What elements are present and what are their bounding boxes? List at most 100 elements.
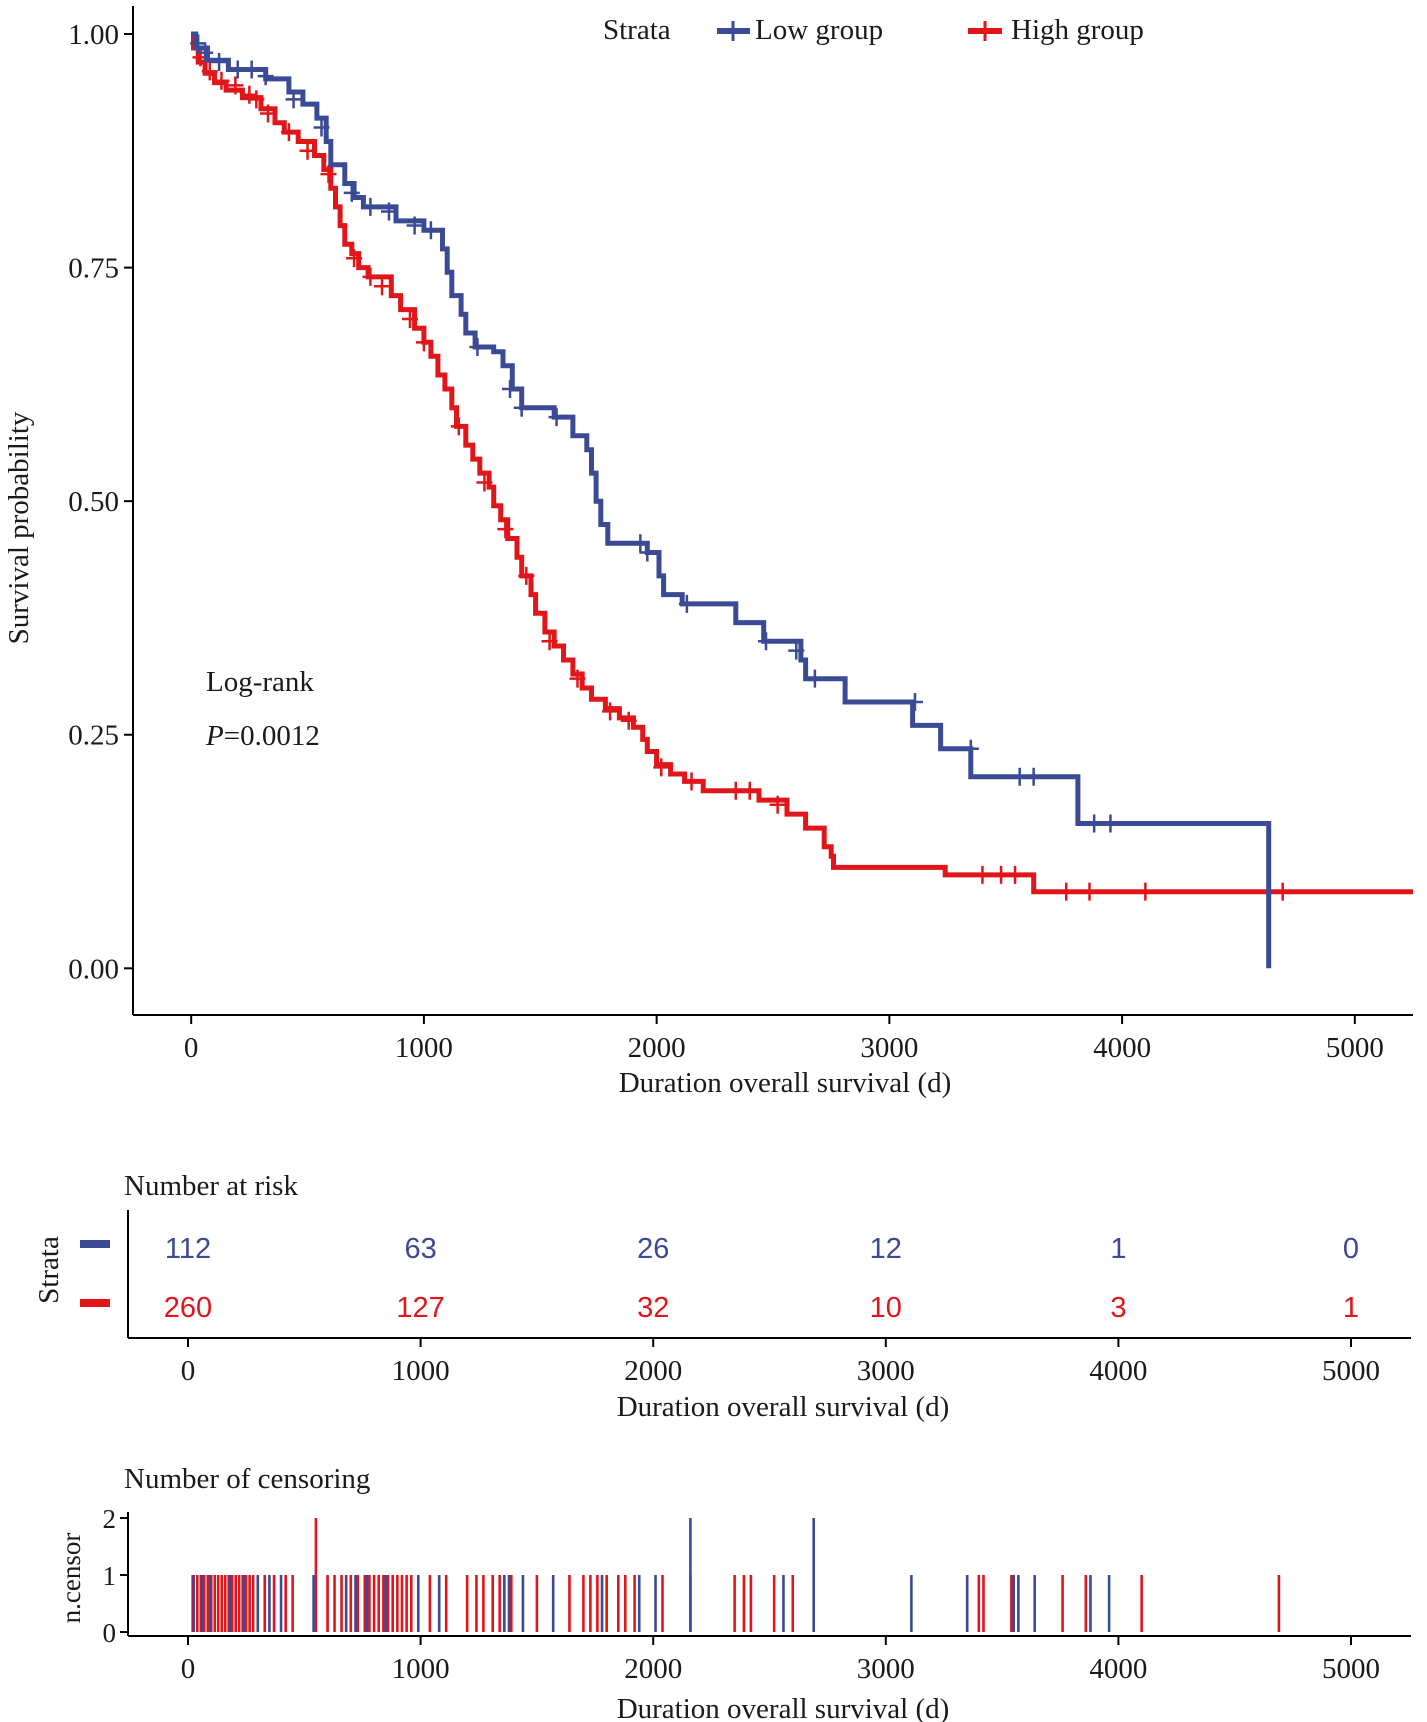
censor-mark-high [497,520,514,539]
censor-mark-low [678,594,695,613]
censor-mark-low [313,118,330,137]
censor-mark-high [201,62,218,81]
censor-mark-high [518,566,535,585]
risk-value-low: 0 [1343,1233,1359,1265]
legend-item-low: Low group [717,14,883,46]
censor-mark-high [227,76,244,95]
risk-value-high: 32 [637,1292,669,1324]
km-legend: Strata Low group High group [603,14,1144,46]
km-x-tick-label: 5000 [1326,1032,1384,1064]
censor-mark-high [683,772,700,791]
censor-mark-high [653,758,670,777]
km-curve-low [191,31,1272,969]
censoring-y-label: n.censor [56,1533,86,1624]
censoring-x-tick-label: 5000 [1322,1653,1380,1685]
censor-mark-high [1081,882,1098,901]
censoring-x-tick-label: 2000 [624,1653,682,1685]
censoring-x-axis-label: Duration overall survival (d) [617,1693,950,1722]
km-y-tick-label: 0.75 [68,253,119,285]
censoring-bars [191,1518,1281,1632]
km-y-tick-label: 0.00 [68,953,119,985]
legend-label-high: High group [1011,14,1144,46]
km-x-tick-label: 2000 [628,1032,686,1064]
risk-x-tick-label: 2000 [624,1355,682,1387]
p-value-text: P=0.0012 [205,720,320,752]
censor-mark-low [548,408,565,427]
censor-mark-high [1007,865,1024,884]
censor-mark-high [993,865,1010,884]
risk-value-high: 1 [1343,1292,1359,1324]
censor-mark-high [620,711,637,730]
risk-value-low: 12 [870,1233,902,1265]
km-x-tick-label: 0 [184,1032,199,1064]
censor-mark-low [788,641,805,660]
censor-mark-high [248,90,265,109]
censor-mark-low [806,669,823,688]
risk-table-y-label: Strata [33,1236,65,1304]
censor-mark-high [476,473,493,492]
risk-value-low: 1 [1110,1233,1126,1265]
km-axes [132,6,1413,1016]
p-letter: P [205,720,224,752]
censoring-y-ticks: 0 1 2 [103,1504,128,1648]
censor-mark-high [213,71,230,90]
censor-mark-low [285,90,302,109]
censor-mark-low [502,380,519,399]
censoring-x-tick-label: 0 [181,1653,196,1685]
km-x-tick-label: 4000 [1093,1032,1151,1064]
risk-x-tick-label: 4000 [1089,1355,1147,1387]
risk-value-high: 10 [870,1292,902,1324]
censor-mark-low [257,67,274,86]
censor-mark-low [513,398,530,417]
censor-mark-low [229,60,246,79]
legend-item-high: High group [968,14,1144,46]
censor-mark-low [190,34,207,53]
censoring-x-tick-label: 1000 [392,1653,450,1685]
censor-mark-low [422,221,439,240]
censor-mark-high [259,104,276,123]
km-x-tick-label: 1000 [395,1032,453,1064]
risk-x-tick-label: 1000 [392,1355,450,1387]
risk-value-high: 260 [164,1292,212,1324]
censoring-x-tick-label: 3000 [857,1653,915,1685]
censor-mark-high [346,249,363,268]
censor-mark-low [906,693,923,712]
legend-title: Strata [603,14,671,46]
risk-value-low: 26 [637,1233,669,1265]
risk-value-low: 63 [404,1233,436,1265]
km-y-ticks: 0.00 0.25 0.50 0.75 1.00 [68,19,133,985]
censor-mark-low [1086,814,1103,833]
risk-table-panel: Number at risk Strata 0 1000 2000 3000 4000 5… [33,1170,1411,1423]
censoring-axes [127,1512,1411,1637]
km-x-tick-label: 3000 [860,1032,918,1064]
censor-mark-low [758,632,775,651]
censor-mark-low [406,216,423,235]
risk-table-x-axis-label: Duration overall survival (d) [617,1391,950,1423]
censoring-panel: Number of censoring n.censor 0 1000 2000 30… [56,1463,1411,1722]
censor-mark-low [381,202,397,221]
censor-mark-high [1137,882,1154,901]
censor-mark-high [1274,882,1291,901]
risk-value-high: 3 [1110,1292,1126,1324]
censoring-y-tick-label: 0 [103,1618,117,1648]
censor-mark-high [280,123,297,142]
censor-mark-high [320,165,337,184]
p-value: =0.0012 [224,720,320,752]
km-y-tick-label: 0.50 [68,486,119,518]
risk-x-tick-label: 3000 [857,1355,915,1387]
risk-value-low: 112 [165,1233,211,1265]
censor-mark-low [362,197,379,216]
censor-mark-high [299,141,316,160]
censor-mark-high [569,669,586,688]
high-group-curve [191,31,1413,901]
risk-table-axes [127,1210,1411,1339]
km-y-tick-label: 0.25 [68,720,119,752]
censor-mark-low [639,543,656,562]
censor-mark-low [962,739,979,758]
km-x-axis-label: Duration overall survival (d) [619,1067,952,1099]
km-x-ticks: 0 1000 2000 3000 4000 5000 [184,1015,1384,1064]
censor-mark-high [741,781,758,800]
censor-mark-high [415,333,432,352]
censoring-title: Number of censoring [124,1463,370,1495]
